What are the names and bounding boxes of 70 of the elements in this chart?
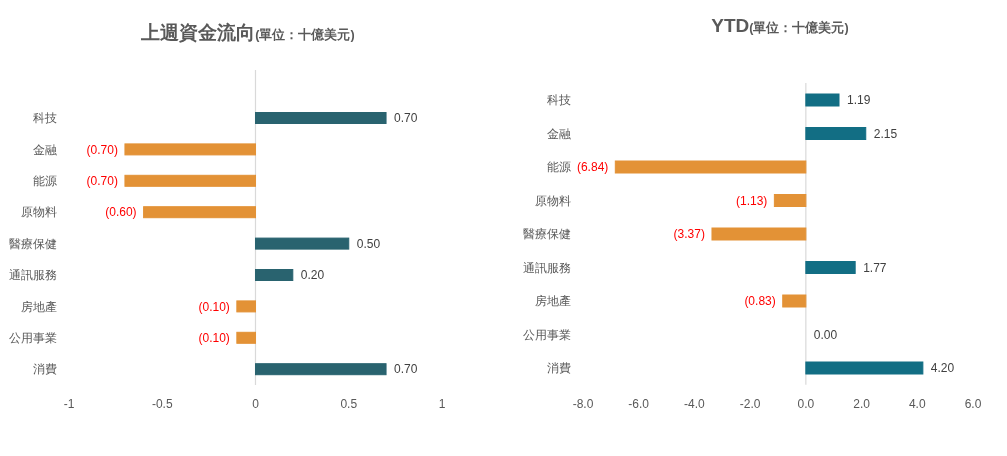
x-tick-label: 2.0 [853, 397, 871, 411]
data-label: 0.50 [356, 236, 381, 251]
y-tick-label: 房地產 [535, 294, 571, 309]
bar [255, 269, 294, 281]
data-label: (3.37) [673, 227, 705, 242]
x-tick-label: 0.0 [797, 397, 815, 411]
y-tick-label: 科技 [547, 93, 571, 108]
y-tick-label: 消費 [547, 361, 571, 376]
y-tick-label: 醫療保健 [523, 227, 571, 242]
data-label: (0.70) [86, 142, 118, 157]
data-label: (0.70) [86, 174, 118, 188]
bar [711, 227, 807, 241]
data-label: (0.10) [198, 299, 230, 314]
bar [124, 143, 256, 156]
bar [255, 363, 387, 376]
x-tick-label: 6.0 [964, 397, 982, 411]
y-tick-label: 原物料 [535, 193, 571, 208]
data-label: (6.84) [576, 160, 609, 175]
x-tick-label: -2.0 [739, 397, 761, 411]
data-label: 0.70 [394, 111, 418, 126]
bar [124, 174, 256, 187]
bar [805, 361, 924, 375]
y-tick-label: 消費 [33, 362, 57, 377]
data-label: 0.00 [813, 327, 838, 342]
bar [143, 206, 256, 219]
x-tick-label: -6.0 [628, 397, 650, 411]
x-tick-label: 0.5 [340, 397, 358, 411]
data-label: (0.60) [105, 205, 137, 220]
data-label: 2.15 [873, 126, 898, 141]
data-label: (0.10) [198, 331, 230, 345]
bar [236, 331, 256, 344]
y-tick-label: 通訊服務 [523, 260, 571, 275]
bar [773, 194, 807, 207]
chart-subtitle: (單位：十億美元) [749, 20, 849, 35]
x-tick-label: -4.0 [684, 397, 706, 411]
y-tick-label: 公用事業 [9, 331, 57, 345]
bar [805, 261, 856, 274]
y-tick-label: 能源 [547, 160, 571, 175]
bar [805, 127, 867, 140]
chart-subtitle: (單位：十億美元) [255, 27, 355, 42]
x-tick-label: -0.5 [151, 397, 173, 411]
bar [805, 93, 840, 107]
data-label: 0.20 [300, 268, 325, 283]
x-tick-label: 4.0 [908, 397, 926, 411]
y-tick-label: 醫療保健 [9, 236, 57, 251]
bar [236, 300, 256, 313]
y-tick-label: 能源 [33, 174, 57, 188]
y-tick-label: 通訊服務 [9, 268, 57, 283]
data-label: (0.83) [744, 294, 776, 309]
bar [255, 112, 387, 124]
y-tick-label: 房地產 [21, 299, 57, 314]
data-label: (1.13) [736, 193, 768, 208]
x-tick-label: -1 [63, 397, 75, 411]
x-tick-label: 0 [252, 397, 260, 411]
y-tick-label: 科技 [33, 111, 57, 126]
data-label: 1.19 [847, 93, 871, 108]
x-tick-label: 1 [438, 397, 446, 411]
bar [782, 294, 807, 308]
data-label: 4.20 [930, 361, 955, 376]
y-tick-label: 金融 [547, 126, 571, 141]
data-label: 1.77 [863, 260, 887, 275]
y-tick-label: 原物料 [21, 205, 57, 220]
y-tick-label: 公用事業 [523, 327, 571, 342]
chart-title: 上週資金流向 [140, 22, 256, 43]
bar [614, 160, 807, 174]
bar [255, 237, 350, 250]
data-label: 0.70 [394, 362, 418, 377]
chart-title: YTD [711, 15, 750, 36]
y-tick-label: 金融 [33, 142, 57, 157]
x-tick-label: -8.0 [572, 397, 594, 411]
